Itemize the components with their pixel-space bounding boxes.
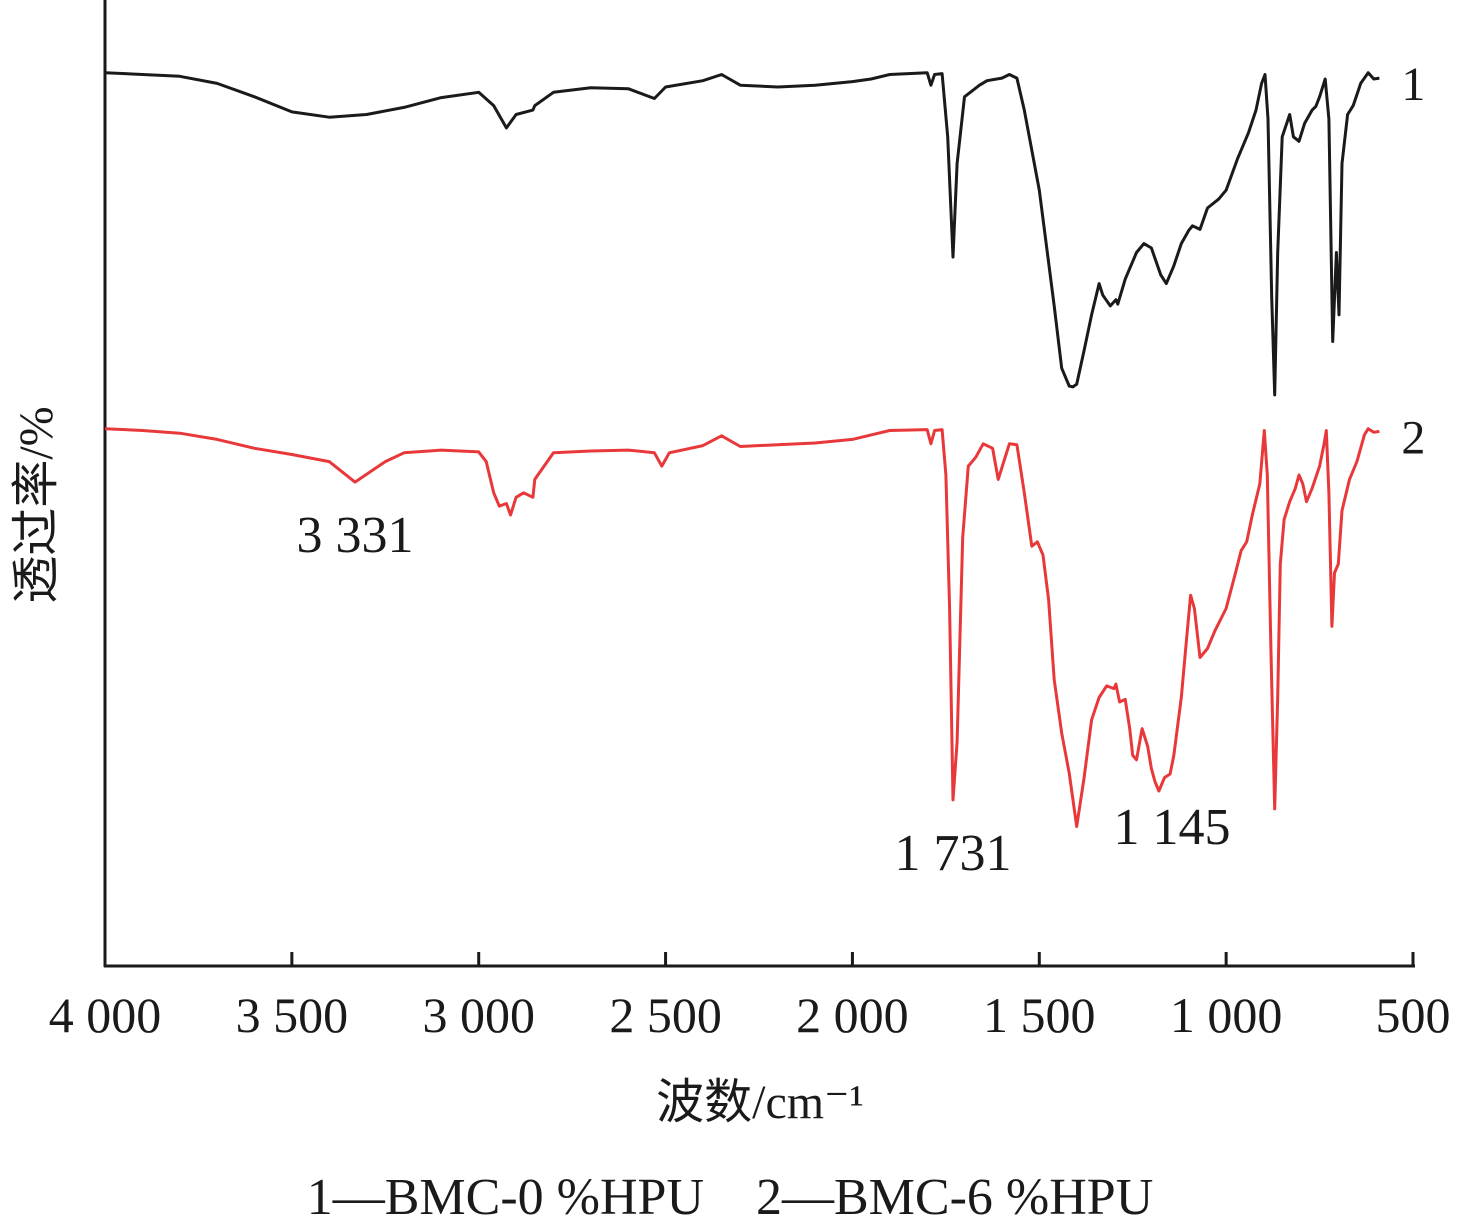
x-axis-title: 波数/cm⁻¹ [656,1076,864,1129]
x-tick-label: 4 000 [49,987,162,1043]
x-ticks [103,952,1415,966]
y-axis-title: 透过率/% [10,406,63,603]
figure-legend: 1—BMC-0 %HPU 2—BMC-6 %HPU [306,1169,1154,1226]
x-tick-label: 500 [1376,987,1451,1043]
peak-annotations: 3 331 1 731 1 145 [297,507,1231,882]
series-2-line [104,427,1380,828]
x-tick-label: 3 000 [422,987,535,1043]
x-tick-label: 2 000 [796,987,909,1043]
axes [103,0,1415,968]
series-1-label: 1 [1401,58,1425,111]
peak-label: 1 731 [894,825,1011,882]
peak-label: 1 145 [1113,799,1230,856]
x-tick-labels: 4 000 3 500 3 000 2 500 2 000 1 500 1 000 500 [49,987,1451,1043]
series-1-line [104,71,1380,397]
series-lines [104,71,1380,828]
x-tick-label: 2 500 [609,987,722,1043]
x-tick-label: 1 500 [983,987,1096,1043]
series-2-label: 2 [1401,411,1425,464]
x-tick-label: 1 000 [1170,987,1283,1043]
peak-label: 3 331 [297,507,414,564]
series-labels: 12 [1401,58,1425,464]
x-tick-label: 3 500 [236,987,349,1043]
